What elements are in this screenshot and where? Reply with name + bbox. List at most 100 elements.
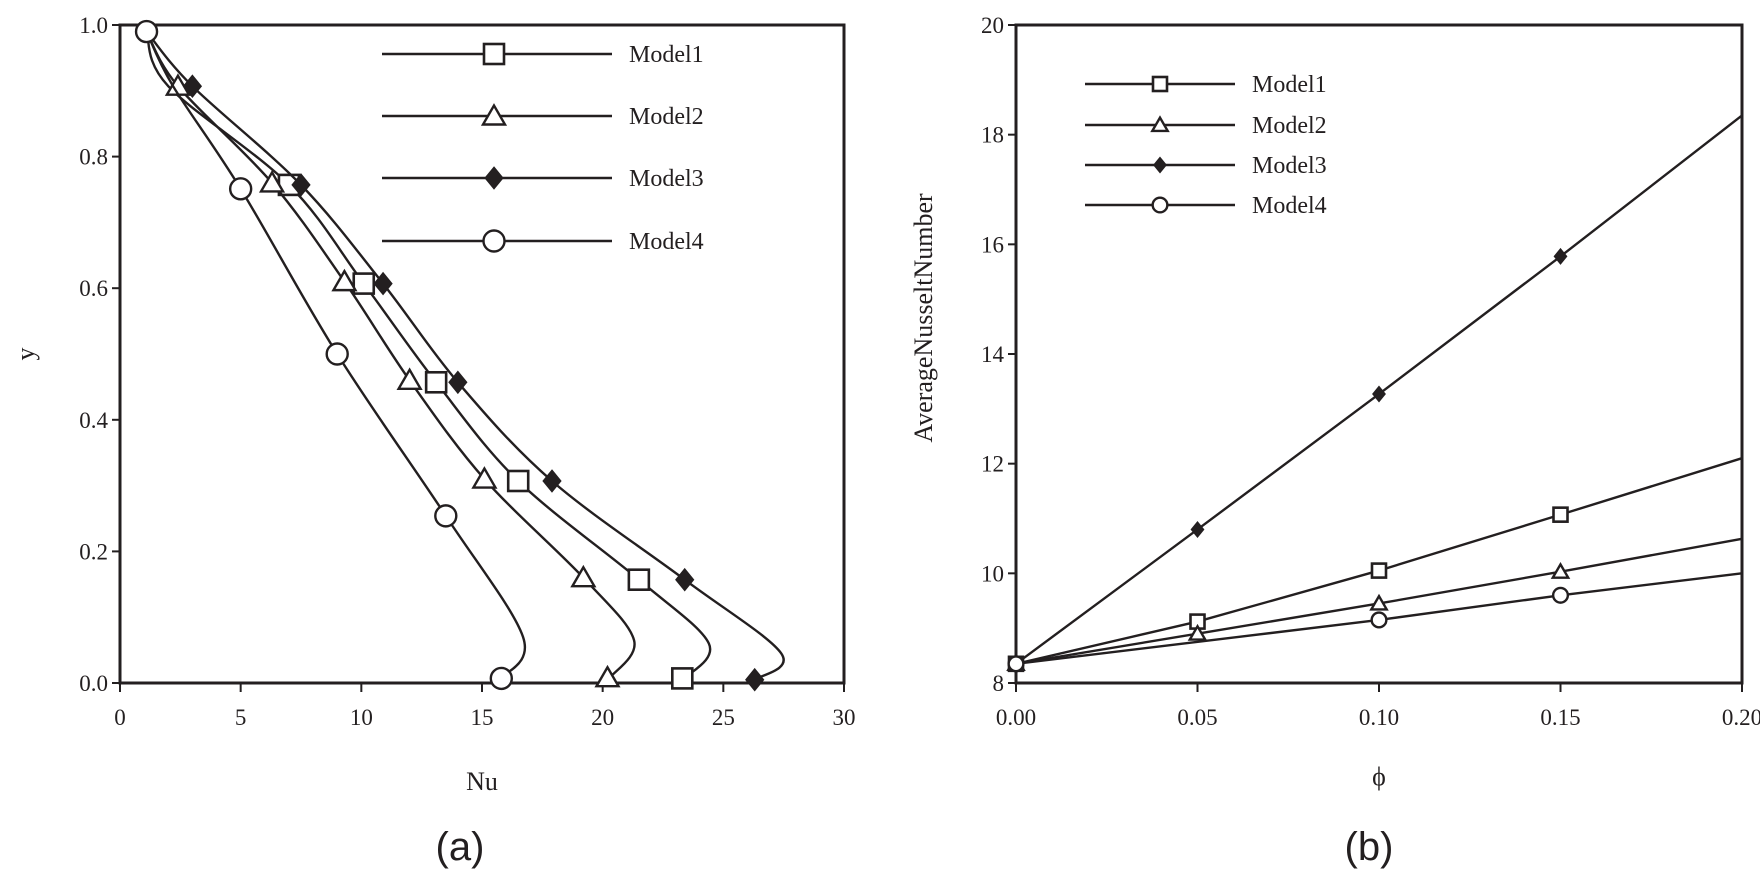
legend-item: Model3 [1085, 153, 1327, 179]
y-tick-label: 20 [981, 13, 1004, 38]
y-tick-label: 0.6 [79, 276, 108, 301]
panel-label: (b) [1345, 825, 1394, 869]
x-tick-label: 15 [471, 705, 494, 730]
y-tick-label: 0.2 [79, 539, 108, 564]
x-tick-label: 0.20 [1722, 705, 1760, 730]
legend: Model1 Model2 Model3 Model4 [1085, 72, 1327, 219]
model3-diamond-marker [448, 370, 468, 395]
y-tick-label: 10 [981, 561, 1004, 586]
y-tick-label: 16 [981, 232, 1004, 257]
model4-circle-marker [489, 666, 514, 691]
legend-square-icon [482, 42, 506, 66]
x-tick-label: 10 [350, 705, 373, 730]
y-tick-label: 0.8 [79, 145, 108, 170]
model3-diamond-marker [1372, 385, 1386, 403]
model2-triangle-marker [1550, 561, 1571, 579]
model4-circle-marker [1370, 611, 1388, 629]
y-tick-label: 8 [993, 671, 1005, 696]
x-axis-label: ϕ [1372, 762, 1386, 791]
x-tick-label: 0.10 [1359, 705, 1399, 730]
model4-line [1015, 572, 1743, 665]
legend-label: Model3 [629, 166, 704, 192]
legend-label: Model2 [1252, 113, 1327, 139]
legend-square-icon [1151, 75, 1169, 93]
model2-triangle-marker [331, 268, 358, 292]
y-tick-label: 0.0 [79, 671, 108, 696]
model3-diamond-marker [1553, 247, 1568, 265]
legend-label: Model3 [1252, 153, 1327, 179]
model1-line [1015, 457, 1743, 665]
legend-circle-icon [1151, 196, 1169, 214]
series-model2 [1006, 537, 1743, 671]
model2-triangle-marker [396, 367, 423, 391]
model3-diamond-marker [182, 74, 203, 98]
model2-triangle-marker [1369, 593, 1389, 611]
chart-panel-a: 0.0 0.2 0.4 0.6 0.8 1.0 0 5 10 15 20 25 30 y Nu (a) Mode… [11, 13, 856, 869]
y-tick-label: 12 [981, 452, 1004, 477]
legend-diamond-icon [484, 166, 504, 190]
model2-triangle-marker [1187, 623, 1208, 641]
y-axis-label: AverageNusseltNumber [909, 193, 938, 443]
model4-circle-marker [1551, 586, 1570, 604]
model3-diamond-marker [542, 469, 562, 493]
x-tick-label: 20 [591, 705, 614, 730]
chart-panel-b: 8 10 12 14 16 18 20 0.00 0.05 0.10 0.15 0.20 Average… [909, 13, 1760, 869]
model3-diamond-marker [1190, 520, 1205, 538]
y-tick-label: 18 [981, 123, 1004, 148]
x-axis-label: Nu [466, 767, 498, 796]
x-tick-label: 30 [833, 705, 856, 730]
model2-line [145, 30, 636, 679]
series-model2 [145, 30, 636, 688]
model4-circle-marker [134, 19, 159, 44]
model2-triangle-marker [570, 564, 597, 588]
legend-item: Model2 [1085, 113, 1327, 139]
model4-circle-marker [228, 177, 253, 201]
model4-circle-marker [434, 504, 458, 528]
legend-diamond-icon [1153, 156, 1167, 174]
x-tick-label: 0.05 [1177, 705, 1217, 730]
model1-square-marker [1552, 506, 1569, 523]
y-tick-label: 14 [981, 342, 1005, 367]
x-tick-label: 0.00 [996, 705, 1036, 730]
series-model1 [145, 31, 712, 690]
legend-triangle-icon [1150, 115, 1170, 133]
y-tick-label: 0.4 [79, 408, 108, 433]
y-axis-label: y [11, 348, 40, 361]
x-tick-label: 0.15 [1540, 705, 1580, 730]
model3-diamond-marker [291, 173, 311, 197]
plot-frame [118, 23, 846, 685]
model1-square-marker [671, 667, 694, 690]
series-model1 [1007, 457, 1743, 673]
legend-item: Model3 [382, 166, 704, 192]
series-model3 [145, 30, 785, 692]
model4-circle-marker [325, 342, 349, 366]
legend-label: Model4 [1252, 193, 1327, 219]
model2-triangle-marker [594, 664, 621, 688]
model1-square-marker [627, 568, 651, 591]
model2-triangle-marker [471, 466, 498, 489]
legend-triangle-icon [480, 103, 508, 126]
model2-triangle-marker [258, 170, 286, 193]
model3-diamond-marker [745, 667, 765, 692]
legend-item: Model4 [1085, 193, 1327, 219]
legend-label: Model1 [629, 42, 704, 68]
model1-line [145, 31, 712, 680]
series-model3 [1009, 114, 1743, 673]
legend-item: Model2 [382, 103, 704, 130]
legend-circle-icon [482, 229, 506, 253]
legend-item: Model1 [1085, 72, 1327, 98]
model1-square-marker [506, 469, 530, 493]
legend-item: Model1 [382, 42, 704, 68]
model1-square-marker [1370, 562, 1388, 579]
legend-label: Model1 [1252, 72, 1327, 98]
model3-diamond-marker [675, 567, 695, 592]
model4-circle-marker [1007, 655, 1025, 673]
legend-label: Model2 [629, 104, 704, 130]
x-tick-label: 25 [712, 705, 735, 730]
x-tick-label: 0 [114, 705, 126, 730]
y-tick-label: 1.0 [79, 13, 108, 38]
model3-diamond-marker [373, 271, 393, 296]
legend: Model1 Model2 Model3 Model4 [382, 42, 704, 255]
legend-label: Model4 [629, 229, 704, 255]
